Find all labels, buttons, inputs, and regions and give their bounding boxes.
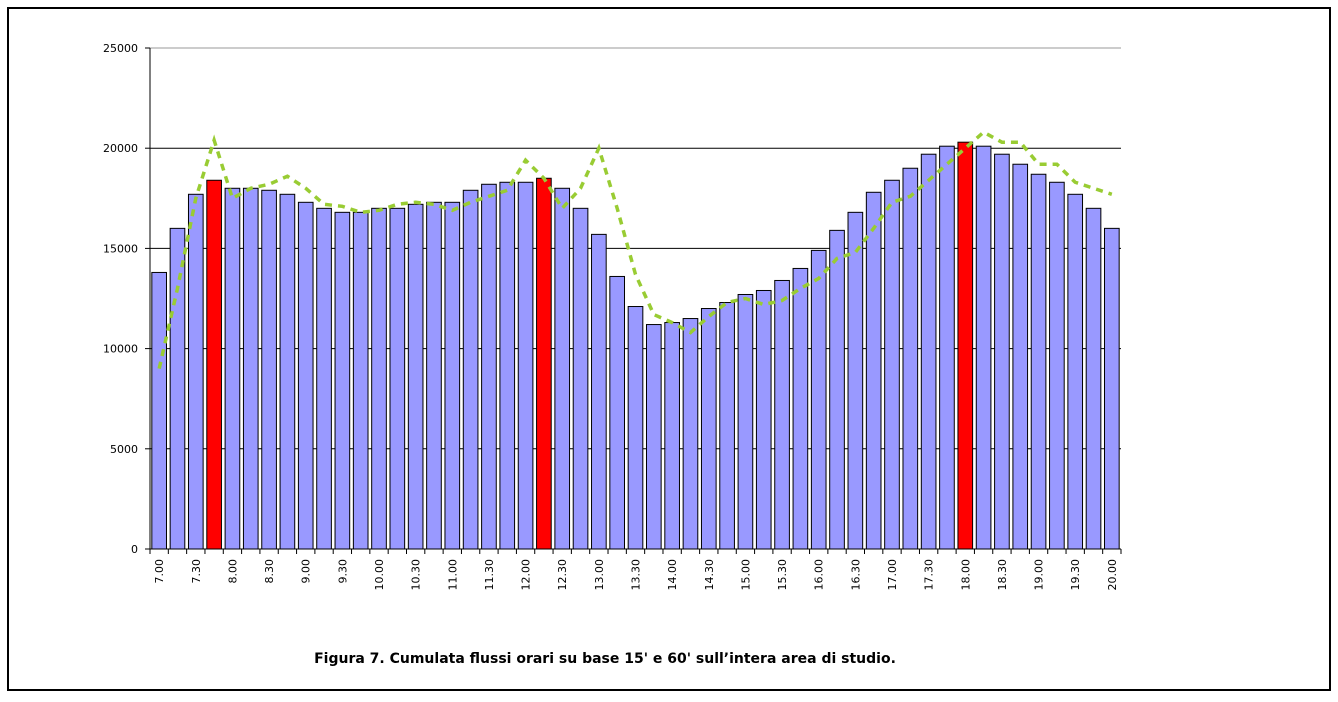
x-tick-label: 9.00 <box>300 559 313 584</box>
x-tick-label: 20.00 <box>1106 559 1119 591</box>
bar <box>187 193 204 550</box>
x-tick-label: 8.30 <box>263 559 276 584</box>
bar <box>151 271 167 550</box>
bar <box>994 153 1010 550</box>
x-tick-label: 10.30 <box>410 559 423 591</box>
bar <box>572 207 589 550</box>
bar <box>169 227 186 550</box>
x-tick-label: 19.00 <box>1033 559 1046 591</box>
bar <box>902 167 919 550</box>
x-tick-label: 13.30 <box>630 559 643 591</box>
bar <box>224 187 241 550</box>
bar <box>334 211 351 550</box>
bar <box>389 207 406 550</box>
bar <box>1030 173 1047 550</box>
y-tick-label: 10000 <box>103 343 138 356</box>
bar <box>810 249 827 550</box>
x-tick-label: 15.00 <box>739 559 752 591</box>
bar <box>481 183 497 550</box>
bar <box>462 189 479 550</box>
bar <box>242 187 259 550</box>
line <box>157 130 1113 370</box>
bar <box>1085 207 1102 550</box>
bar <box>407 203 424 550</box>
bar <box>206 179 222 550</box>
x-tick-label: 12.30 <box>556 559 569 591</box>
x-tick-label: 19.30 <box>1069 559 1082 591</box>
bar <box>774 279 790 550</box>
x-tick-label: 16.00 <box>813 559 826 591</box>
bar <box>865 191 882 550</box>
bar <box>444 201 461 550</box>
bar <box>920 153 937 550</box>
x-tick-label: 16.30 <box>849 559 862 591</box>
bar <box>792 267 809 550</box>
x-tick-label: 18.00 <box>959 559 972 591</box>
bar <box>426 201 442 550</box>
bar <box>939 145 955 550</box>
bar <box>499 181 516 550</box>
x-tick-label: 14.30 <box>703 559 716 591</box>
x-tick-label: 9.30 <box>336 559 349 584</box>
bar <box>1049 181 1065 550</box>
bar <box>609 275 626 550</box>
x-tick-label: 10.00 <box>373 559 386 591</box>
y-tick-label: 5000 <box>110 443 138 456</box>
x-tick-label: 13.00 <box>593 559 606 591</box>
bar <box>1104 227 1120 550</box>
bar <box>957 141 974 550</box>
bar <box>1012 163 1029 550</box>
x-tick-label: 8.00 <box>226 559 239 584</box>
bar <box>352 211 369 550</box>
bar <box>645 324 662 550</box>
bar <box>755 289 772 550</box>
x-tick-label: 14.00 <box>666 559 679 591</box>
y-tick-label: 20000 <box>103 142 138 155</box>
bar <box>847 211 864 550</box>
x-tick-label: 11.00 <box>446 559 459 591</box>
x-tick-label: 11.30 <box>483 559 496 591</box>
bar <box>627 306 644 550</box>
bar <box>554 187 571 550</box>
bar <box>517 181 534 550</box>
frame <box>7 7 1331 691</box>
bar <box>316 207 332 550</box>
bar <box>536 177 552 550</box>
bar <box>261 189 277 550</box>
bar <box>884 179 900 550</box>
x-tick-label: 7.00 <box>153 559 166 584</box>
x-tick-label: 12.00 <box>520 559 533 591</box>
bar <box>371 207 387 550</box>
y-tick-label: 0 <box>131 543 138 556</box>
caption: Figura 7. Cumulata flussi orari su base … <box>314 651 896 667</box>
x-tick-label: 18.30 <box>996 559 1009 591</box>
bar <box>700 308 717 550</box>
bar <box>297 201 314 550</box>
x-tick-label: 7.30 <box>190 559 203 584</box>
bar <box>279 193 296 550</box>
x-tick-label: 17.30 <box>923 559 936 591</box>
bar <box>682 318 699 550</box>
bar <box>719 302 735 550</box>
y-tick-label: 15000 <box>103 242 138 255</box>
bar <box>737 293 754 550</box>
y-tick-label: 25000 <box>103 42 138 55</box>
bar <box>664 322 680 550</box>
x-tick-label: 17.00 <box>886 559 899 591</box>
bar <box>829 229 845 550</box>
bar <box>1067 193 1084 550</box>
bar <box>975 145 992 550</box>
x-tick-label: 15.30 <box>776 559 789 591</box>
bar <box>591 233 607 550</box>
